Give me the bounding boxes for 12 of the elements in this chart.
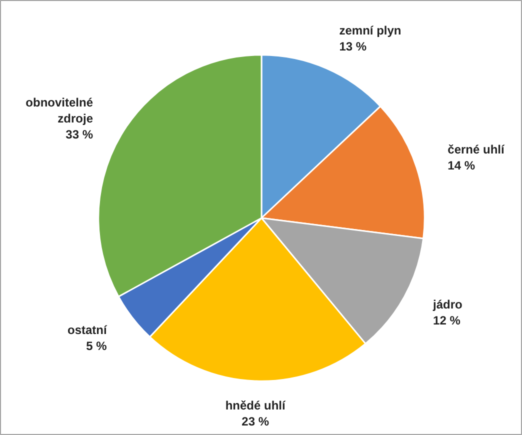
slice-label: ostatní: [67, 322, 108, 337]
data-label: 23 %: [242, 414, 270, 429]
slice-label: jádro: [432, 297, 462, 312]
data-label: 5 %: [86, 339, 108, 354]
data-label: 12 %: [433, 313, 461, 328]
slice-label: hnědé uhlí: [225, 398, 286, 413]
slice-label: zemní plyn: [339, 23, 402, 38]
data-label: 14 %: [448, 158, 476, 173]
data-label: 33 %: [66, 127, 94, 142]
data-label: 13 %: [339, 39, 367, 54]
slice-label: obnovitelné zdroje: [26, 95, 94, 126]
slice-label: černé uhlí: [448, 142, 506, 156]
